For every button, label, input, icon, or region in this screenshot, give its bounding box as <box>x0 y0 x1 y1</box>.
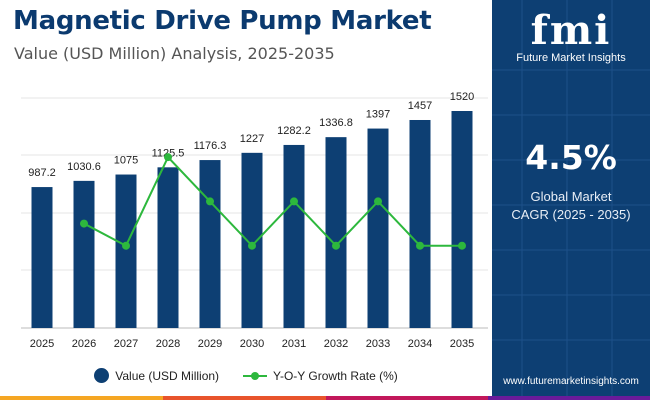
bar-2033 <box>367 128 389 328</box>
legend-item-value: Value (USD Million) <box>94 368 219 383</box>
bar-label-2029: 1176.3 <box>194 140 227 152</box>
cagr-value: 4.5% <box>525 138 617 177</box>
growth-line-path <box>83 155 462 248</box>
bar-2031 <box>283 144 305 328</box>
bar-label-2032: 1336.8 <box>319 117 353 129</box>
legend-bar-marker-icon <box>94 368 110 383</box>
x-axis-ticks: 2025 2026 2027 2028 2029 2030 2031 2032 2033 2034… <box>30 338 474 350</box>
logo-wordmark: fmi <box>530 7 612 54</box>
bar-2035 <box>451 111 473 328</box>
x-tick-2034: 2034 <box>408 338 432 350</box>
bars <box>31 111 473 328</box>
bar-2030 <box>241 152 263 328</box>
bar-2028 <box>157 167 179 328</box>
growth-point-2029 <box>206 197 214 206</box>
fmi-logo: fmi Future Market Insights <box>492 7 650 65</box>
sidebar-grid-pattern <box>492 0 650 400</box>
cagr-label: Global Market CAGR (2025 - 2035) <box>492 188 650 224</box>
bar-label-2033: 1397 <box>366 109 390 121</box>
bar-2025 <box>31 187 53 328</box>
bar-2027 <box>115 174 137 328</box>
bar-2032 <box>325 137 347 328</box>
bar-label-2027: 1075 <box>114 155 138 167</box>
bar-label-2026: 1030.6 <box>67 161 101 173</box>
chart-title: Magnetic Drive Pump Market <box>13 6 432 36</box>
bar-2026 <box>73 180 95 328</box>
growth-point-2028 <box>164 153 172 162</box>
growth-point-2031 <box>290 197 298 206</box>
legend-bar-label: Value (USD Million) <box>115 368 220 383</box>
legend-line-marker-icon <box>243 370 268 382</box>
growth-point-2026 <box>80 219 88 228</box>
chart-subtitle: Value (USD Million) Analysis, 2025-2035 <box>14 44 335 63</box>
growth-point-2033 <box>374 197 382 206</box>
x-tick-2033: 2033 <box>366 338 390 350</box>
bar-label-2035: 1520 <box>450 91 474 103</box>
website-url: www.futuremarketinsights.com <box>503 376 639 387</box>
bottom-color-strip <box>0 396 650 400</box>
x-tick-2031: 2031 <box>282 338 306 350</box>
x-tick-2030: 2030 <box>240 338 264 350</box>
x-tick-2027: 2027 <box>114 338 138 350</box>
growth-point-2035 <box>458 241 466 250</box>
growth-point-2032 <box>332 241 340 250</box>
x-tick-2032: 2032 <box>324 338 348 350</box>
growth-point-2030 <box>248 241 256 250</box>
legend-item-growth: Y-O-Y Growth Rate (%) <box>243 369 398 383</box>
sidebar-panel: fmi Future Market Insights 4.5% Global M… <box>492 0 650 400</box>
growth-point-2034 <box>416 241 424 250</box>
bar-label-2030: 1227 <box>240 133 264 145</box>
bar-value-labels: 987.21030.610751125.51176.312271282.2133… <box>28 91 474 179</box>
chart: 987.21030.610751125.51176.312271282.2133… <box>21 91 488 350</box>
cagr-label-line1: Global Market <box>530 189 612 204</box>
bar-2034 <box>409 119 431 328</box>
legend-line-label: Y-O-Y Growth Rate (%) <box>273 368 398 383</box>
x-tick-2026: 2026 <box>72 338 96 350</box>
bar-label-2025: 987.2 <box>28 167 56 179</box>
logo-subtitle: Future Market Insights <box>516 52 626 64</box>
x-tick-2029: 2029 <box>198 338 222 350</box>
bar-label-2031: 1282.2 <box>277 125 311 137</box>
growth-line <box>80 153 466 250</box>
x-tick-2025: 2025 <box>30 338 54 350</box>
growth-point-2027 <box>122 241 130 250</box>
legend: Value (USD Million) Y-O-Y Growth Rate (%… <box>0 368 492 383</box>
bar-label-2034: 1457 <box>408 100 432 112</box>
cagr-label-line2: CAGR (2025 - 2035) <box>511 207 631 222</box>
x-tick-2028: 2028 <box>156 338 180 350</box>
x-tick-2035: 2035 <box>450 338 474 350</box>
bar-2029 <box>199 160 221 328</box>
